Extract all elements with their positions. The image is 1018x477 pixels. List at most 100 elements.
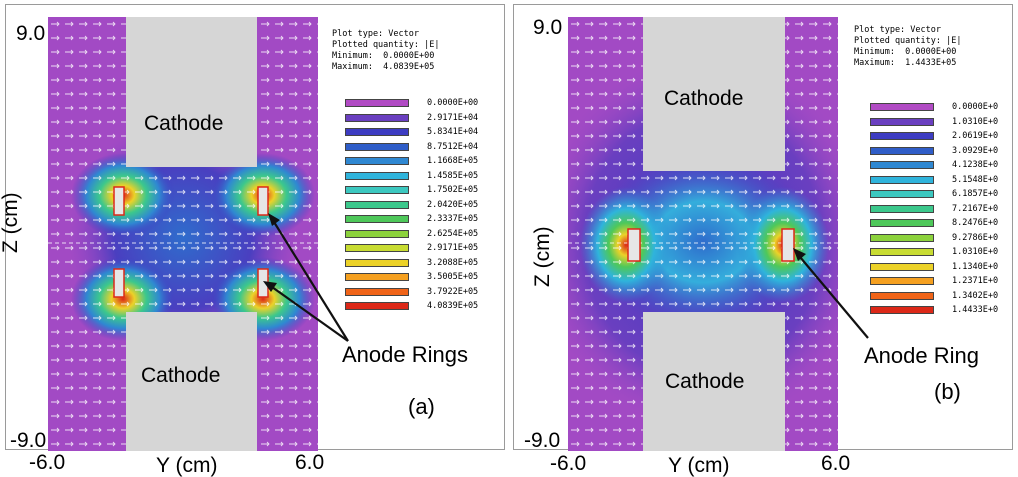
plot-type-a: Plot type: Vector (332, 29, 419, 39)
cathode-top-a (126, 17, 257, 167)
legend-swatch (870, 132, 934, 140)
legend-swatch (870, 277, 934, 285)
legend-value: 2.9171E+04 (427, 112, 479, 123)
legend-value: 3.0929E+0 (952, 145, 999, 156)
legend-value: 0.0000E+0 (952, 102, 999, 112)
legend-swatch (870, 117, 934, 126)
plot-info-a: Plot type: Vector Plotted quantity: |E| Mi… (332, 29, 439, 73)
legend-value: 2.0619E+0 (952, 131, 999, 141)
plotted-quantity-b: Plotted quantity: |E| (854, 36, 962, 46)
field-plot-a (48, 17, 318, 451)
legend-swatch (345, 186, 409, 194)
legend-swatch (345, 142, 409, 151)
plot-type-b: Plot type: Vector (854, 25, 941, 35)
legend-swatch (345, 302, 409, 310)
legend-value: 1.7502E+05 (427, 185, 479, 195)
legend-value: 9.2786E+0 (952, 232, 999, 243)
panel-a: Cathode Cathode 9.0 -9.0 -6.0 6.0 Y (cm)… (0, 4, 505, 476)
cathode-bottom-b (643, 312, 785, 451)
cathode-bottom-label-b: Cathode (665, 370, 745, 393)
legend-swatch (870, 175, 934, 184)
plot-info-b: Plot type: Vector Plotted quantity: |E| Mi… (854, 25, 961, 69)
anode-arrow-b (793, 248, 869, 339)
legend-value: 3.5005E+05 (427, 272, 479, 282)
legend-swatch (345, 99, 409, 107)
legend-value: 3.2088E+05 (427, 257, 479, 268)
legend-value: 1.1668E+05 (427, 156, 479, 166)
legend-value: 8.7512E+04 (427, 141, 479, 152)
legend-swatch (345, 244, 409, 252)
legend-swatch (870, 248, 934, 256)
maximum-a: Maximum: 4.0839E+05 (332, 62, 435, 72)
y-axis-label-b: Y (cm) (668, 454, 730, 477)
anode-ring-a2 (257, 186, 269, 216)
plotted-quantity-a: Plotted quantity: |E| (332, 40, 440, 50)
legend-value: 5.8341E+04 (427, 127, 479, 137)
anode-ring-a3 (113, 268, 125, 298)
field-plot-b-svg (568, 17, 838, 451)
legend-swatch (345, 229, 409, 238)
legend-swatch (345, 258, 409, 267)
legend-value: 2.6254E+05 (427, 228, 479, 239)
cathode-bottom-label-a: Cathode (141, 364, 221, 387)
cathode-top-label-a: Cathode (144, 112, 224, 135)
legend-value: 1.3402E+0 (952, 290, 999, 301)
legend-value: 1.4585E+05 (427, 170, 479, 181)
z-max-label-b: 9.0 (533, 16, 563, 39)
minimum-b: Minimum: 0.0000E+00 (854, 47, 957, 57)
legend-swatch (345, 273, 409, 281)
legend-swatch (345, 171, 409, 180)
anode-ring-b1 (627, 228, 641, 262)
legend-swatch (870, 204, 934, 213)
anode-ring-label: Anode Ring (864, 343, 979, 368)
legend-swatch (345, 113, 409, 122)
y-min-label-b: -6.0 (550, 452, 587, 475)
legend-swatch (870, 161, 934, 169)
field-plot-b (568, 17, 838, 451)
legend-value: 1.4433E+0 (952, 305, 999, 315)
minimum-a: Minimum: 0.0000E+00 (332, 51, 435, 61)
legend-value: 2.9171E+05 (427, 243, 479, 253)
legend-value: 2.0420E+05 (427, 199, 479, 210)
field-plot-a-svg (48, 17, 318, 451)
panel-label-a: (a) (408, 394, 435, 419)
legend-swatch (345, 215, 409, 223)
cathode-top-b (643, 17, 785, 171)
z-min-label-a: -9.0 (10, 429, 47, 452)
anode-ring-b2 (781, 228, 795, 262)
anode-arrows-a (263, 213, 349, 342)
legend-value: 5.1548E+0 (952, 174, 999, 185)
legend-value: 1.0310E+0 (952, 116, 999, 127)
legend-swatch (345, 200, 409, 209)
legend-swatch (870, 306, 934, 314)
cathode-top-label-b: Cathode (664, 87, 744, 110)
y-min-label-a: -6.0 (29, 451, 66, 474)
legend-value: 8.2476E+0 (952, 218, 999, 228)
legend-swatch (870, 146, 934, 155)
legend-swatch (870, 233, 934, 242)
legend-value: 6.1857E+0 (952, 189, 999, 199)
panel-label-b: (b) (934, 379, 961, 404)
legend-value: 3.7922E+05 (427, 286, 479, 297)
legend-swatch (870, 291, 934, 300)
legend-swatch (870, 219, 934, 227)
cathode-bottom-a (126, 312, 257, 451)
legend-value: 7.2167E+0 (952, 203, 999, 214)
legend-swatch (870, 262, 934, 271)
y-axis-label-a: Y (cm) (156, 454, 218, 477)
legend-swatch (345, 287, 409, 296)
anode-ring-a1 (113, 186, 125, 216)
y-max-label-a: 6.0 (295, 451, 325, 474)
legend-value: 1.0310E+0 (952, 247, 999, 257)
legend-value: 0.0000E+00 (427, 98, 479, 108)
legend-value: 1.2371E+0 (952, 276, 999, 286)
legend-value: 4.1238E+0 (952, 160, 999, 170)
legend-swatch (870, 103, 934, 111)
y-max-label-b: 6.0 (821, 452, 851, 475)
anode-rings-label: Anode Rings (342, 342, 468, 367)
legend-swatch (345, 128, 409, 136)
legend-value: 4.0839E+05 (427, 301, 479, 311)
legend-value: 2.3337E+05 (427, 214, 479, 224)
panel-b: Cathode Cathode 9.0 -9.0 -6.0 6.0 Y (cm)… (513, 4, 1013, 476)
maximum-b: Maximum: 1.4433E+05 (854, 58, 957, 68)
